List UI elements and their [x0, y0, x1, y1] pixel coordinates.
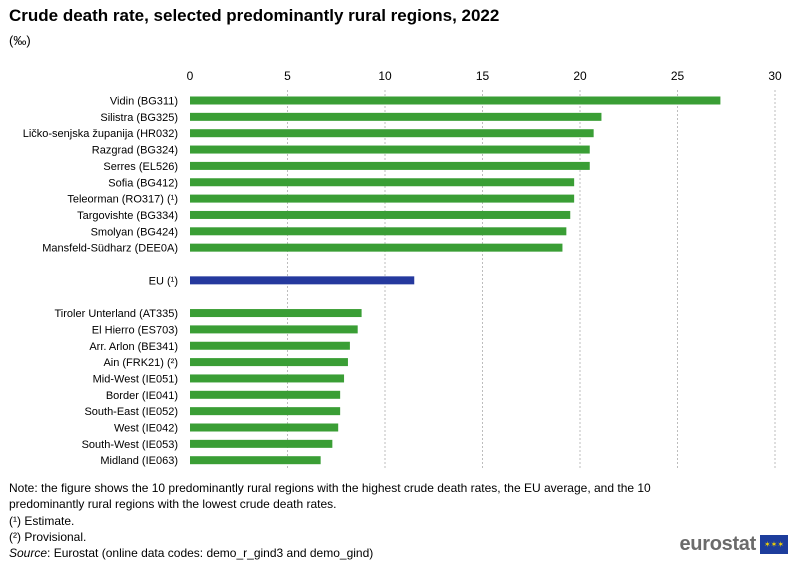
category-label: Teleorman (RO317) (¹) [67, 194, 178, 206]
bar [190, 309, 362, 318]
source-label: Source [9, 546, 48, 560]
bar [190, 439, 333, 448]
bar [190, 161, 590, 170]
bar-chart: 0 5 10 15 20 25 30 Vidin (BG311) Silistra (BG325… [23, 69, 782, 470]
bar [190, 96, 721, 105]
bar [190, 243, 563, 252]
category-label: Ličko-senjska županija (HR032) [23, 128, 178, 140]
category-label: Targovishte (BG334) [77, 210, 178, 222]
bar [190, 145, 590, 154]
bar [190, 423, 339, 432]
x-tick-label: 30 [768, 69, 782, 83]
bar [190, 112, 602, 121]
x-tick-label: 0 [187, 69, 194, 83]
category-label: South-West (IE053) [82, 439, 178, 451]
chart-subtitle: (‰) [9, 33, 31, 48]
eurostat-logo: eurostat ✶✶✶ [679, 533, 788, 556]
chart-title: Crude death rate, selected predominantly… [9, 6, 500, 25]
bar [190, 210, 571, 219]
source-text: : Eurostat (online data codes: demo_r_gi… [47, 546, 374, 560]
category-label: Vidin (BG311) [110, 96, 178, 108]
category-label: West (IE042) [114, 423, 178, 435]
source-line: Source: Eurostat (online data codes: dem… [9, 545, 699, 561]
bar [190, 390, 341, 399]
x-tick-label: 5 [284, 69, 291, 83]
bar [190, 374, 345, 383]
chart-note: Note: the figure shows the 10 predominan… [9, 481, 651, 511]
category-label: Ain (FRK21) (²) [103, 357, 178, 369]
x-tick-label: 20 [573, 69, 587, 83]
bar [190, 325, 358, 334]
category-label: Smolyan (BG424) [91, 226, 178, 238]
bar [190, 456, 321, 465]
bar [190, 341, 350, 350]
footnote-estimate: (¹) Estimate. [9, 514, 75, 528]
footnote-provisional: (²) Provisional. [9, 530, 87, 544]
category-label: Mansfeld-Südharz (DEE0A) [42, 243, 178, 255]
category-label: Tiroler Unterland (AT335) [55, 308, 179, 320]
category-label: Serres (EL526) [103, 161, 178, 173]
bar [190, 178, 575, 187]
category-label: EU (¹) [149, 275, 178, 287]
category-label: Mid-West (IE051) [93, 373, 178, 385]
notes-block: Note: the figure shows the 10 predominan… [9, 480, 699, 561]
category-label: South-East (IE052) [84, 406, 178, 418]
bar [190, 129, 594, 138]
bar [190, 227, 567, 236]
x-tick-label: 25 [671, 69, 685, 83]
category-label: Razgrad (BG324) [92, 145, 178, 157]
category-label: Border (IE041) [106, 390, 178, 402]
logo-text: eurostat [679, 533, 756, 555]
category-label: Silistra (BG325) [100, 112, 178, 124]
eu-flag-icon: ✶✶✶ [760, 535, 788, 554]
bar [190, 358, 348, 367]
category-label: Sofia (BG412) [108, 177, 178, 189]
bar [190, 407, 341, 416]
x-tick-label: 15 [476, 69, 490, 83]
category-label: El Hierro (ES703) [92, 324, 178, 336]
bar [190, 194, 575, 203]
x-tick-label: 10 [378, 69, 392, 83]
bar [190, 276, 415, 285]
category-label: Midland (IE063) [100, 455, 178, 467]
category-label: Arr. Arlon (BE341) [89, 341, 178, 353]
